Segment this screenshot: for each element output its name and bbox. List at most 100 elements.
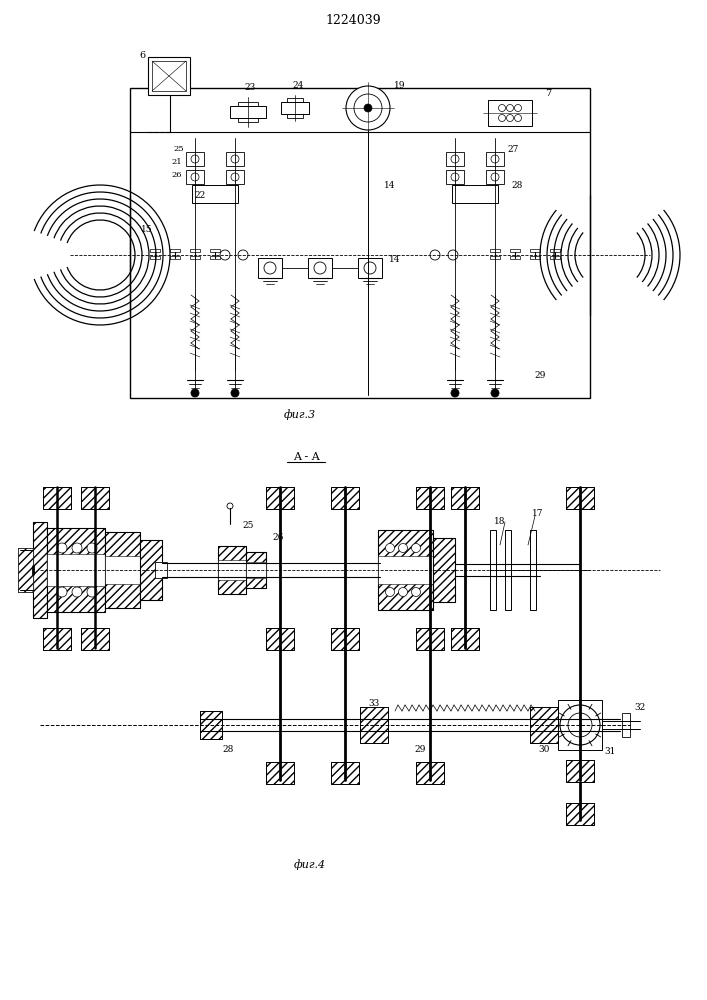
Bar [378,530,433,610]
Bar [246,562,266,578]
Bar [190,249,200,252]
Bar [331,628,359,650]
Bar [331,628,359,650]
Bar [308,258,332,278]
Bar [43,628,71,650]
Circle shape [451,155,459,163]
Text: A - A: A - A [293,452,320,462]
Circle shape [72,587,82,597]
Circle shape [506,114,513,121]
Bar [238,102,258,106]
Text: 28: 28 [511,180,522,190]
Circle shape [491,389,499,397]
Text: 21: 21 [172,158,182,166]
Bar [622,713,630,737]
Bar [530,707,558,743]
Bar [140,540,162,600]
Bar [433,538,455,602]
Bar [281,102,309,114]
Bar [226,170,244,184]
Bar [47,554,105,586]
Circle shape [220,250,230,260]
Bar [566,803,594,825]
Bar [486,170,504,184]
Circle shape [231,155,239,163]
Bar [105,532,140,608]
Circle shape [191,389,199,397]
Bar [510,249,520,252]
Bar [530,707,558,743]
Bar [416,628,444,650]
Bar [358,258,382,278]
Text: 30: 30 [538,746,549,754]
Bar [266,762,294,784]
Circle shape [399,544,407,552]
Circle shape [227,503,233,509]
Bar [43,628,71,650]
Bar [105,556,140,584]
Bar [331,487,359,509]
Circle shape [87,543,97,553]
Circle shape [560,705,600,745]
Bar [566,760,594,782]
Bar [451,628,479,650]
Circle shape [354,94,382,122]
Bar [505,530,511,610]
Bar [530,256,540,259]
Bar [170,256,180,259]
Circle shape [231,389,239,397]
Bar [155,562,167,578]
Bar [246,552,266,588]
Bar [210,256,220,259]
Text: фиг.4: фиг.4 [294,860,326,870]
Circle shape [430,250,440,260]
Bar [490,256,500,259]
Circle shape [411,544,421,552]
Bar [186,170,204,184]
Circle shape [568,713,592,737]
Bar [130,88,590,398]
Text: 33: 33 [368,698,380,708]
Text: 6: 6 [139,50,145,60]
Bar [105,532,140,608]
Bar [190,256,200,259]
Circle shape [451,389,459,397]
Circle shape [498,114,506,121]
Bar [558,700,602,750]
Bar [266,762,294,784]
Bar [150,256,160,259]
Bar [81,487,109,509]
Text: 26: 26 [172,171,182,179]
Bar [433,538,455,602]
Bar [446,170,464,184]
Bar [47,528,105,612]
Bar [33,522,47,618]
Text: 1224039: 1224039 [325,13,381,26]
Bar [226,152,244,166]
Bar [488,100,532,126]
Bar [210,249,220,252]
Bar [200,711,222,739]
Text: 24: 24 [292,82,304,91]
Circle shape [364,104,372,112]
Circle shape [451,173,459,181]
Bar [218,546,246,594]
Text: 14: 14 [390,255,401,264]
Circle shape [87,587,97,597]
Bar [238,118,258,122]
Bar [416,762,444,784]
Bar [451,487,479,509]
Bar [550,249,560,252]
Text: 28: 28 [222,746,233,754]
Circle shape [515,104,522,111]
Circle shape [491,173,499,181]
Bar [43,487,71,509]
Bar [47,528,105,612]
Bar [360,707,388,743]
Bar [170,249,180,252]
Bar [81,628,109,650]
Bar [486,152,504,166]
Bar [416,487,444,509]
Bar [378,556,433,584]
Bar [451,487,479,509]
